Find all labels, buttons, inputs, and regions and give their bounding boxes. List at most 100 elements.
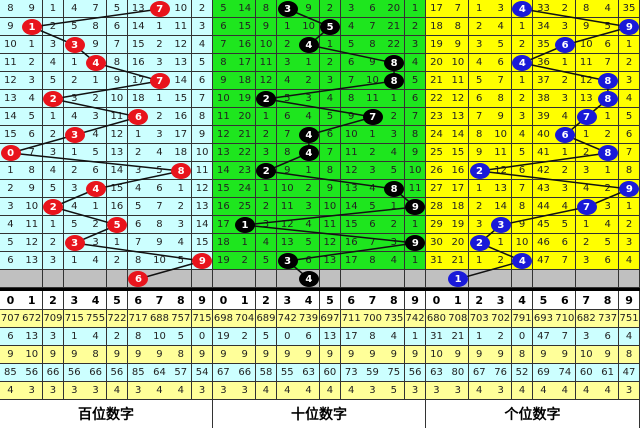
trend-cell: 3 — [511, 108, 534, 126]
trend-cell: 15 — [0, 126, 22, 144]
stat-cell: 9 — [468, 346, 491, 364]
trend-cell: 9 — [319, 180, 342, 198]
stat-cell: 4 — [319, 382, 342, 400]
trend-cell: 5 — [21, 108, 44, 126]
stat-cell: 63 — [426, 364, 448, 382]
trend-cell: 15 — [340, 216, 363, 234]
drawn-digit-ball: 7 — [576, 199, 597, 215]
trend-cell: 1 — [383, 90, 406, 108]
trend-cell: 21 — [383, 18, 406, 36]
trend-cell: 15 — [447, 144, 470, 162]
stat-cell: 3 — [362, 382, 384, 400]
trend-cell: 11 — [447, 72, 470, 90]
trend-cell: 11 — [213, 108, 235, 126]
trend-cell: 7 — [106, 36, 129, 54]
trend-cell: 3 — [468, 216, 491, 234]
trend-cell: 13 — [319, 252, 342, 270]
trend-cell: 3 — [42, 144, 65, 162]
trend-cell: 17 — [340, 252, 363, 270]
stat-cell: 9 — [319, 346, 342, 364]
stat-cell: 1 — [404, 328, 427, 346]
trend-cell: 10 — [319, 198, 342, 216]
stat-cell: 4 — [554, 382, 577, 400]
stat-cell: 693 — [533, 310, 555, 328]
trend-cell: 3 — [85, 234, 107, 252]
digit-header: 8 — [170, 291, 193, 310]
trend-cell: 17 — [213, 216, 235, 234]
stat-cell: 704 — [234, 310, 257, 328]
trend-cell: 12 — [276, 216, 299, 234]
stat-cell: 55 — [276, 364, 299, 382]
trend-cell: 3 — [597, 198, 620, 216]
trend-cell: 8 — [149, 216, 171, 234]
trend-cell: 14 — [490, 198, 513, 216]
trend-cell: 12 — [21, 234, 44, 252]
trend-cell: 14 — [127, 18, 150, 36]
trend-cell: 20 — [447, 234, 470, 252]
stat-cell: 722 — [106, 310, 129, 328]
trend-cell: 2 — [276, 36, 299, 54]
stat-cell: 3 — [575, 328, 598, 346]
trend-cell: 1 — [85, 72, 107, 90]
trend-cell: 9 — [468, 144, 491, 162]
trend-cell: 9 — [106, 72, 129, 90]
trend-cell: 2 — [383, 108, 406, 126]
trend-cell: 10 — [191, 144, 214, 162]
trend-cell: 10 — [276, 180, 299, 198]
stat-cell: 9 — [447, 346, 470, 364]
stat-cell: 742 — [276, 310, 299, 328]
stat-cell: 4 — [618, 328, 640, 346]
trend-cell: 42 — [533, 162, 555, 180]
digit-header: 7 — [362, 291, 384, 310]
trend-cell: 2 — [383, 216, 406, 234]
trend-cell: 3 — [42, 252, 65, 270]
trend-cell: 10 — [490, 126, 513, 144]
stat-cell: 9 — [42, 346, 65, 364]
trend-cell: 7 — [21, 144, 44, 162]
trend-cell: 1 — [618, 198, 640, 216]
trend-cell: 8 — [255, 0, 278, 18]
trend-cell: 13 — [191, 198, 214, 216]
digit-header: 8 — [597, 291, 620, 310]
pending-cell — [468, 270, 491, 288]
trend-cell: 8 — [340, 90, 363, 108]
trend-cell: 13 — [276, 234, 299, 252]
trend-cell: 8 — [276, 144, 299, 162]
stat-cell: 56 — [106, 364, 129, 382]
trend-cell: 13 — [213, 144, 235, 162]
trend-cell: 7 — [447, 0, 470, 18]
pending-cell — [234, 270, 257, 288]
trend-cell: 15 — [106, 180, 129, 198]
stat-cell: 697 — [319, 310, 342, 328]
digit-header: 1 — [447, 291, 470, 310]
stat-cell: 54 — [191, 364, 214, 382]
trend-cell: 2 — [618, 216, 640, 234]
trend-cell: 1 — [127, 126, 150, 144]
stat-cell: 9 — [554, 346, 577, 364]
digit-header: 7 — [575, 291, 598, 310]
trend-cell: 2 — [554, 72, 577, 90]
stat-cell: 2 — [234, 328, 257, 346]
stat-cell: 10 — [575, 346, 598, 364]
digit-header: 3 — [63, 291, 86, 310]
trend-cell: 11 — [362, 90, 384, 108]
trend-cell: 8 — [0, 0, 22, 18]
trend-cell: 1 — [0, 162, 22, 180]
stat-cell: 9 — [0, 346, 22, 364]
stat-cell: 13 — [21, 328, 44, 346]
trend-cell: 35 — [618, 0, 640, 18]
trend-cell: 3 — [191, 18, 214, 36]
stat-cell: 4 — [533, 382, 555, 400]
trend-cell: 44 — [533, 198, 555, 216]
digit-header: 4 — [511, 291, 534, 310]
trend-cell: 2 — [298, 180, 320, 198]
trend-cell: 10 — [255, 36, 278, 54]
trend-cell: 2 — [362, 144, 384, 162]
pending-cell — [554, 270, 577, 288]
trend-cell: 10 — [511, 234, 534, 252]
trend-cell: 37 — [533, 72, 555, 90]
trend-cell: 1 — [383, 198, 406, 216]
trend-cell: 10 — [298, 18, 320, 36]
trend-cell: 15 — [191, 234, 214, 252]
stat-cell: 4 — [170, 382, 193, 400]
